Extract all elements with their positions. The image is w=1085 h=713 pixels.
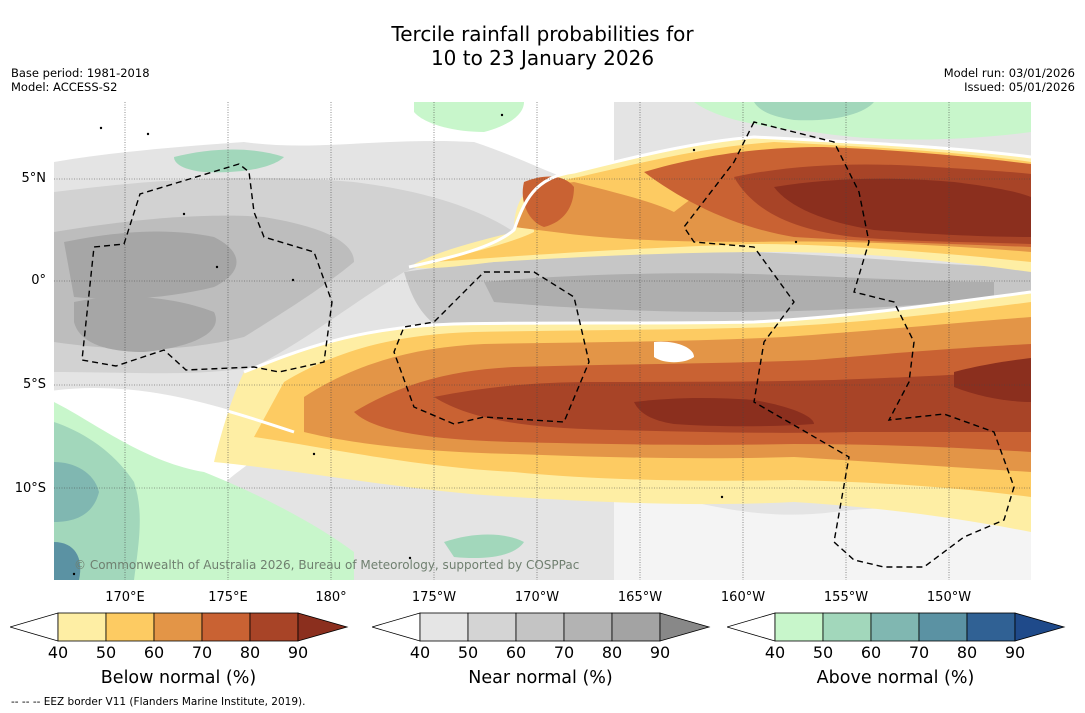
- category-boundary-north: [408, 135, 1031, 269]
- colorbar-tick: 50: [95, 643, 117, 662]
- meta-right: Model run: 03/01/2026 Issued: 05/01/2026: [944, 66, 1075, 94]
- colorbar-below-normal: [10, 612, 349, 642]
- above-normal-north-a: [414, 102, 524, 132]
- lon-label: 160°W: [720, 590, 766, 605]
- below-normal-north-90: [774, 178, 1031, 237]
- graticule: [54, 102, 1031, 580]
- colorbar-swatch: [659, 612, 711, 642]
- colorbar-title-below: Below normal (%): [100, 668, 257, 688]
- model-name: Model: ACCESS-S2: [11, 80, 118, 94]
- above-normal-south-patch: [444, 534, 524, 559]
- title-line-2: 10 to 23 January 2026: [430, 46, 655, 70]
- meta-left: Base period: 1981-2018 Model: ACCESS-S2: [11, 66, 150, 94]
- near-normal-70-a: [64, 231, 237, 299]
- title-line-1: Tercile rainfall probabilities for: [391, 22, 694, 46]
- lon-label: 180°: [315, 590, 347, 605]
- probability-map: © Commonwealth of Australia 2026, Bureau…: [54, 102, 1031, 580]
- lon-label: 170°W: [514, 590, 560, 605]
- near-normal-70-b: [74, 296, 216, 352]
- low-prob-patch: [654, 341, 694, 363]
- colorbar-swatch: [611, 612, 661, 642]
- colorbar-above-normal: [727, 612, 1066, 642]
- colorbar-tick: 90: [287, 643, 309, 662]
- colorbar-swatch: [822, 612, 872, 642]
- map-title: Tercile rainfall probabilities for 10 to…: [0, 22, 1085, 70]
- lat-label: 10°S: [14, 481, 46, 496]
- colorbar-title-above: Above normal (%): [816, 668, 975, 688]
- colorbar-tick: 50: [457, 643, 479, 662]
- colorbar-swatch: [870, 612, 920, 642]
- colorbar-swatch: [966, 612, 1016, 642]
- colorbar-tick: 60: [505, 643, 527, 662]
- lat-label: 5°S: [22, 377, 46, 392]
- colorbar-tick: 60: [143, 643, 165, 662]
- colorbar-swatch: [727, 612, 776, 642]
- lon-label: 175°E: [208, 590, 248, 605]
- colorbar-tick: 40: [764, 643, 786, 662]
- colorbar-tick: 40: [409, 643, 431, 662]
- islands: [72, 113, 798, 576]
- colorbar-swatch: [774, 612, 824, 642]
- above-normal-southwest-50: [54, 422, 140, 580]
- category-boundary-west: [54, 387, 295, 434]
- colorbar-tick: 90: [649, 643, 671, 662]
- colorbar-swatch: [10, 612, 59, 642]
- above-normal-north-c: [754, 102, 874, 121]
- colorbar-swatch: [467, 612, 517, 642]
- colorbar-tick: 80: [239, 643, 261, 662]
- below-normal-south-90-a: [634, 397, 814, 427]
- model-run: Model run: 03/01/2026: [943, 66, 1075, 80]
- colorbar-tick: 70: [553, 643, 575, 662]
- colorbar-swatch: [297, 612, 349, 642]
- colorbar-near-normal: [372, 612, 711, 642]
- eez-borders: [81, 121, 1015, 568]
- colorbar-tick: 80: [956, 643, 978, 662]
- lat-label: 0°: [31, 273, 46, 288]
- lat-label: 5°N: [21, 171, 47, 186]
- lon-label: 150°W: [926, 590, 972, 605]
- colorbar-tick: 70: [191, 643, 213, 662]
- lon-label: 170°E: [105, 590, 145, 605]
- below-normal-south-90-b: [954, 358, 1031, 402]
- near-normal-equator-core: [484, 273, 994, 312]
- low-prob-region-south: [614, 482, 1031, 580]
- above-normal-southwest-60: [54, 462, 99, 522]
- lon-label: 175°W: [411, 590, 457, 605]
- colorbar-swatch: [515, 612, 565, 642]
- colorbar-tick: 90: [1004, 643, 1026, 662]
- base-period: Base period: 1981-2018: [11, 66, 150, 80]
- above-normal-southwest-70: [54, 542, 81, 580]
- eez-footnote: -- -- -- EEZ border V11 (Flanders Marine…: [11, 696, 306, 708]
- colorbar-swatch: [1014, 612, 1066, 642]
- colorbar-swatch: [419, 612, 469, 642]
- colorbar-tick: 70: [908, 643, 930, 662]
- issued-date: Issued: 05/01/2026: [964, 80, 1075, 94]
- colorbar-swatch: [153, 612, 203, 642]
- lon-label: 155°W: [823, 590, 869, 605]
- colorbar-tick: 80: [601, 643, 623, 662]
- colorbar-swatch: [249, 612, 299, 642]
- colorbar-swatch: [201, 612, 251, 642]
- category-boundary-south: [243, 290, 1031, 374]
- colorbar-swatch: [372, 612, 421, 642]
- above-normal-north-d: [174, 149, 284, 173]
- colorbar-tick: 40: [47, 643, 69, 662]
- colorbar-title-near: Near normal (%): [468, 668, 613, 688]
- copyright-notice: © Commonwealth of Australia 2026, Bureau…: [74, 558, 579, 572]
- lon-label: 165°W: [617, 590, 663, 605]
- colorbar-tick: 50: [812, 643, 834, 662]
- colorbar-swatch: [57, 612, 107, 642]
- colorbar-swatch: [918, 612, 968, 642]
- colorbar-swatch: [105, 612, 155, 642]
- colorbar-swatch: [563, 612, 613, 642]
- colorbar-tick: 60: [860, 643, 882, 662]
